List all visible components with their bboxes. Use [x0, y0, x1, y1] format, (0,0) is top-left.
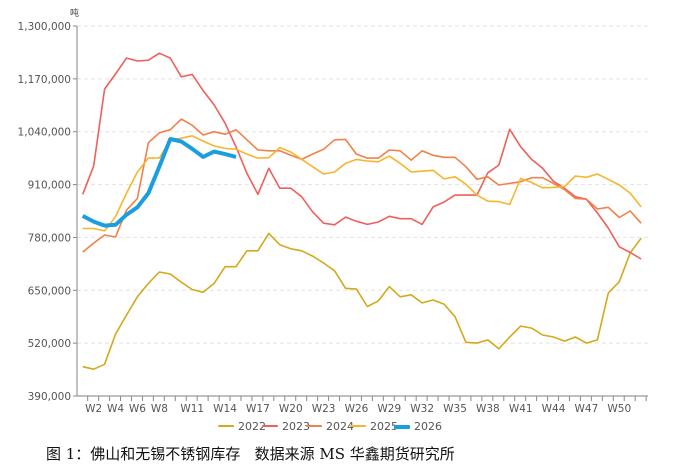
y-tick-label: 1,300,000 — [18, 21, 71, 33]
series-line-2023 — [81, 52, 642, 260]
x-tick-label: W4 — [107, 403, 124, 415]
y-tick-label: 390,000 — [28, 391, 71, 403]
x-tick-label: W14 — [213, 403, 237, 415]
legend: 2022 2023 2024 2025 2026 — [218, 420, 442, 433]
x-tick-label: W47 — [575, 403, 599, 415]
y-tick-label: 910,000 — [28, 180, 71, 192]
y-axis-unit: 吨 — [70, 7, 79, 19]
x-tick-label: W6 — [129, 403, 146, 415]
legend-label-2022: 2022 — [238, 420, 266, 433]
y-tick-label: 1,170,000 — [18, 74, 71, 86]
x-tick-label: W17 — [246, 403, 270, 415]
x-tick-label: W41 — [509, 403, 533, 415]
legend-marker-2025 — [350, 425, 366, 427]
legend-label-2023: 2023 — [282, 420, 310, 433]
x-tick-label: W11 — [180, 403, 204, 415]
grid-lines — [77, 25, 648, 344]
y-tick-label: 650,000 — [28, 285, 71, 297]
legend-marker-2023 — [262, 425, 278, 427]
series-line-2022 — [82, 232, 642, 371]
legend-label-2025: 2025 — [370, 420, 398, 433]
x-tick-label: W8 — [151, 403, 168, 415]
axes: 390,000 520,000 650,000 780,000 910,000 1,040… — [18, 21, 648, 415]
x-tick-label: W20 — [279, 403, 303, 415]
legend-label-2024: 2024 — [326, 420, 354, 433]
series-line-2024 — [82, 118, 642, 253]
y-tick-label: 780,000 — [28, 232, 71, 244]
legend-marker-2026 — [394, 425, 410, 429]
x-tick-label: W23 — [312, 403, 336, 415]
x-tick-label: W29 — [377, 403, 401, 415]
legend-marker-2024 — [306, 425, 322, 427]
y-tick-label: 520,000 — [28, 338, 71, 350]
x-tick-label: W44 — [542, 403, 566, 415]
series-line-2026 — [81, 137, 237, 228]
y-tick-label: 1,040,000 — [18, 127, 71, 139]
x-tick-label: W50 — [607, 403, 631, 415]
x-tick-label: W35 — [443, 403, 467, 415]
legend-marker-2022 — [218, 425, 234, 427]
legend-label-2026: 2026 — [414, 420, 442, 433]
x-tick-label: W38 — [476, 403, 500, 415]
x-tick-label: W32 — [410, 403, 434, 415]
figure-caption: 图 1：佛山和无锡不锈钢库存 数据来源 MS 华鑫期货研究所 — [46, 445, 455, 463]
x-tick-label: W26 — [345, 403, 369, 415]
series-lines — [81, 52, 642, 371]
x-tick-label: W2 — [85, 403, 102, 415]
